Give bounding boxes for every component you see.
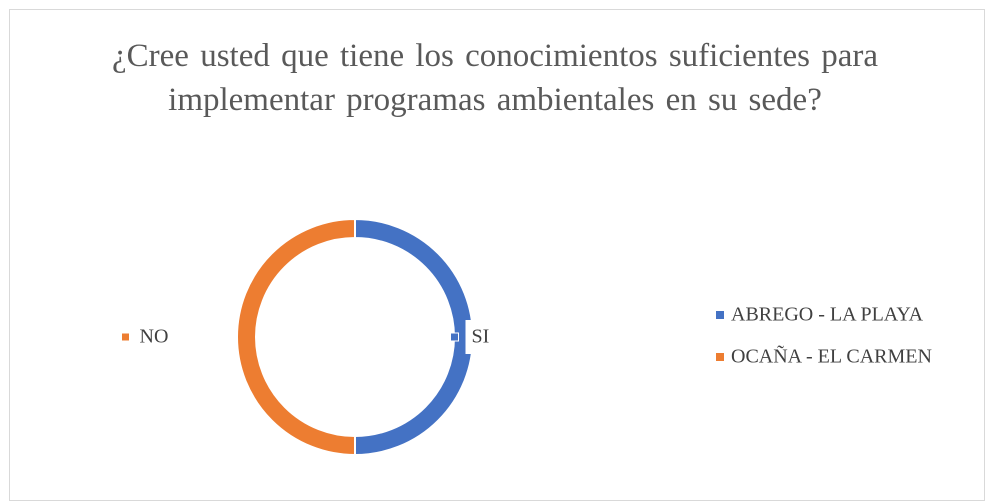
chart-frame: [9, 9, 985, 501]
data-label: SI: [472, 326, 490, 348]
chart-title: ¿Cree usted que tiene los conocimientos …: [112, 38, 878, 118]
data-label-box: [465, 320, 498, 354]
legend-key: [716, 311, 724, 319]
donut-segment: [236, 217, 356, 457]
legend-label: ABREGO - LA PLAYA: [731, 304, 924, 326]
data-label: NO: [140, 326, 169, 348]
data-label-key: [121, 332, 130, 342]
data-label-key: [450, 332, 459, 342]
legend-key: [716, 353, 724, 361]
data-label-box: [131, 320, 178, 354]
legend-label: OCAÑA - EL CARMEN: [731, 344, 932, 368]
